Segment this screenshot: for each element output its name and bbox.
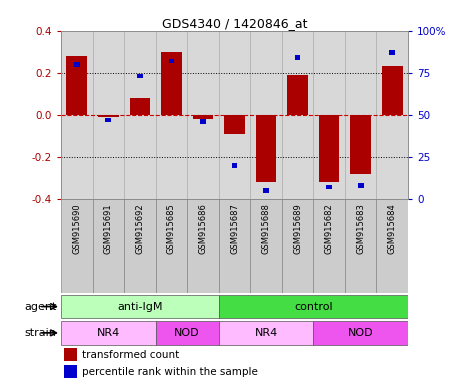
Bar (61, 199, 92, 293)
Text: GSM915691: GSM915691 (104, 204, 113, 254)
Bar (219, 199, 250, 293)
Text: transformed count: transformed count (82, 350, 179, 360)
Bar (256, 115, 276, 182)
Bar (98, 115, 119, 117)
Text: GSM915690: GSM915690 (72, 204, 81, 254)
Bar (61, 295, 219, 318)
Bar (161, 52, 182, 115)
Bar (232, 163, 237, 167)
Bar (156, 321, 219, 345)
Title: GDS4340 / 1420846_at: GDS4340 / 1420846_at (162, 17, 307, 30)
Bar (377, 199, 408, 293)
Text: GSM915682: GSM915682 (325, 204, 333, 254)
Text: GSM915687: GSM915687 (230, 204, 239, 255)
Bar (358, 183, 363, 188)
Bar (156, 199, 187, 293)
Text: strain: strain (24, 328, 56, 338)
Text: percentile rank within the sample: percentile rank within the sample (82, 367, 257, 377)
Bar (219, 295, 408, 318)
Bar (326, 185, 332, 189)
Bar (137, 74, 143, 78)
Bar (224, 115, 245, 134)
Bar (219, 321, 313, 345)
Bar (282, 199, 313, 293)
Bar (313, 199, 345, 293)
Bar (67, 56, 87, 115)
Bar (389, 50, 395, 55)
Text: NR4: NR4 (97, 328, 120, 338)
Bar (92, 199, 124, 293)
Bar (250, 199, 282, 293)
Text: anti-IgM: anti-IgM (117, 301, 163, 311)
Bar (287, 75, 308, 115)
Text: control: control (294, 301, 333, 311)
Bar (345, 199, 377, 293)
Bar (263, 188, 269, 193)
Bar (64, 366, 76, 379)
Bar (64, 348, 76, 361)
Bar (200, 119, 206, 124)
Bar (74, 62, 80, 67)
Bar (295, 55, 301, 60)
Text: GSM915684: GSM915684 (388, 204, 397, 254)
Text: GSM915692: GSM915692 (136, 204, 144, 254)
Bar (319, 115, 340, 182)
Text: GSM915688: GSM915688 (262, 204, 271, 255)
Bar (61, 321, 156, 345)
Text: NR4: NR4 (254, 328, 278, 338)
Text: GSM915685: GSM915685 (167, 204, 176, 254)
Text: GSM915683: GSM915683 (356, 204, 365, 255)
Text: NOD: NOD (174, 328, 200, 338)
Bar (193, 115, 213, 119)
Bar (129, 98, 150, 115)
Bar (350, 115, 371, 174)
Text: GSM915689: GSM915689 (293, 204, 302, 254)
Text: NOD: NOD (348, 328, 373, 338)
Bar (168, 59, 174, 63)
Text: agent: agent (24, 301, 56, 311)
Bar (382, 66, 402, 115)
Bar (124, 199, 156, 293)
Bar (187, 199, 219, 293)
Bar (106, 118, 111, 122)
Bar (313, 321, 408, 345)
Text: GSM915686: GSM915686 (198, 204, 207, 255)
